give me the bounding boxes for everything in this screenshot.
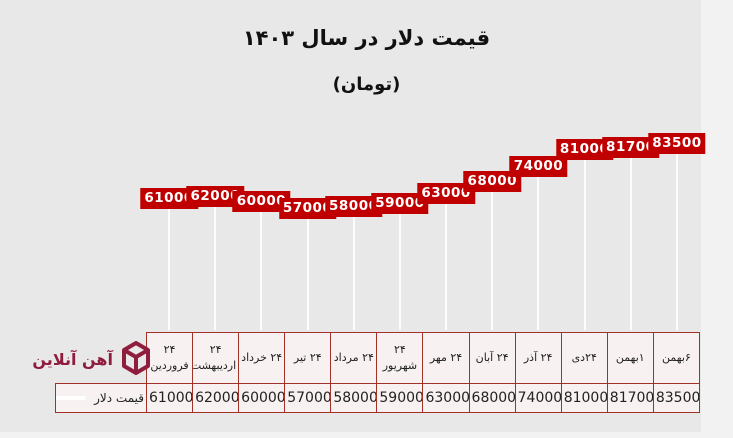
month-header-cell: ۲۴ آبان [468, 332, 516, 384]
legend-line-marker-icon [56, 396, 87, 400]
month-header-cell: ۲۴ مهر [422, 332, 470, 384]
month-header-cell: ۲۴ شهریور [376, 332, 424, 384]
value-cell: 63000 [422, 383, 470, 413]
data-label: 68000 [463, 171, 521, 192]
value-cell: 59000 [376, 383, 424, 413]
value-cell: 57000 [284, 383, 332, 413]
data-label: 57000 [278, 198, 337, 219]
drop-line [629, 158, 632, 330]
data-table: ۲۴ فروردین ۲۴ اردیبهشت ۲۴ خرداد ۲۴ تیر ۲۴ مر… [55, 332, 701, 413]
data-label: 74000 [509, 156, 568, 177]
value-cell: 58000 [330, 383, 378, 413]
drop-line [583, 160, 586, 330]
month-header-cell: ۲۴دی [560, 332, 608, 384]
data-label: 81000 [555, 139, 614, 160]
month-header-cell: ۱بهمن [606, 332, 654, 384]
drop-line [260, 212, 263, 330]
data-label: 61000 [140, 188, 198, 209]
month-header-cell: ۲۴ آذر [514, 332, 562, 384]
value-cell: 74000 [514, 383, 562, 413]
month-header-cell: ۲۴ فروردین [145, 332, 194, 384]
data-label: 63000 [417, 183, 475, 204]
month-header-cell: ۲۴ تیر [284, 332, 332, 384]
drop-line [306, 219, 309, 330]
chart-title: قیمت دلار در سال ۱۴۰۳ [242, 26, 491, 50]
drop-line [214, 207, 217, 330]
drop-line [537, 177, 540, 330]
ahan-online-logo-text: آهن آنلاین [32, 350, 113, 369]
value-cell: 68000 [468, 383, 516, 413]
month-header-cell: ۲۴ اردیبهشت [192, 332, 240, 384]
month-header-cell: ۶بهمن [652, 332, 701, 384]
data-label: 58000 [325, 196, 383, 217]
chart-subtitle: (تومان) [332, 74, 401, 95]
drop-line [168, 209, 171, 330]
ahan-online-logo: آهن آنلاین [30, 337, 150, 383]
legend-cell: قیمت دلار [55, 383, 147, 413]
table-value-row: قیمت دلار 61000 62000 60000 57000 58000 59000… [55, 383, 701, 413]
value-cell: 61000 [145, 383, 194, 413]
data-label: 62000 [186, 186, 244, 207]
table-header-row: ۲۴ فروردین ۲۴ اردیبهشت ۲۴ خرداد ۲۴ تیر ۲۴ مر… [56, 332, 701, 384]
value-cell: 83500 [652, 383, 701, 413]
data-label: 59000 [371, 193, 429, 214]
value-cell: 62000 [192, 383, 240, 413]
legend-series-label: قیمت دلار [94, 391, 144, 405]
drop-line [491, 192, 494, 330]
ahan-online-cube-logo-icon [118, 340, 150, 380]
data-label: 60000 [232, 191, 291, 212]
month-header-cell: ۲۴ مرداد [330, 332, 378, 384]
month-header-cell: ۲۴ خرداد [238, 332, 286, 384]
data-label: 83500 [648, 133, 706, 154]
drop-line [445, 204, 448, 330]
drop-line [398, 214, 401, 330]
drop-line [675, 154, 678, 330]
value-cell: 81700 [606, 383, 654, 413]
data-label: 81700 [602, 137, 660, 158]
drop-line [352, 217, 355, 330]
value-cell: 60000 [238, 383, 286, 413]
value-cell: 81000 [560, 383, 608, 413]
